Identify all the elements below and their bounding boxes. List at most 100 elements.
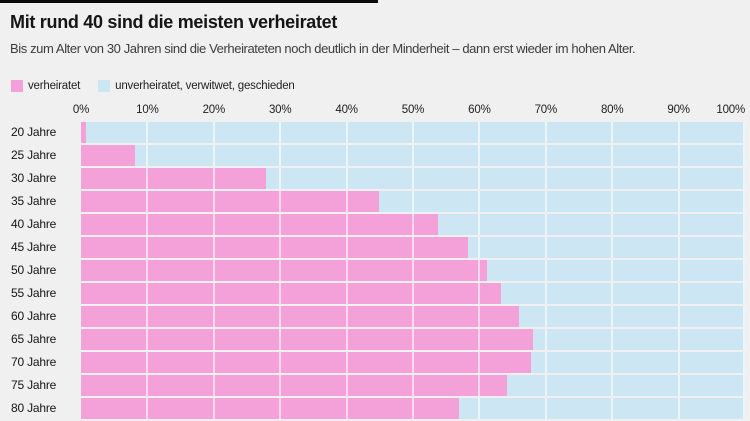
bar-row: 65 Jahre [0, 329, 750, 350]
gridline [544, 122, 547, 143]
page-title: Mit rund 40 sind die meisten verheiratet [10, 12, 338, 32]
gridline [412, 168, 414, 189]
bar-fill-married [81, 283, 501, 304]
gridline [478, 214, 481, 235]
gridline [146, 145, 149, 166]
gridline [544, 398, 547, 419]
gridline [544, 237, 547, 258]
gridline [743, 352, 745, 373]
gridline [478, 237, 481, 258]
gridline [544, 145, 547, 166]
gridline [677, 398, 680, 419]
gridline [611, 214, 614, 235]
bar-track-unmarried [81, 352, 745, 373]
x-axis-tick: 100% [716, 104, 745, 116]
x-axis-tick: 30% [268, 104, 292, 116]
gridline [611, 145, 614, 166]
category-label: 45 Jahre [11, 240, 57, 254]
x-axis-tick: 60% [468, 104, 491, 116]
category-label: 30 Jahre [11, 171, 57, 185]
bar-rows: 20 Jahre 25 Jahre 30 Jahre 35 Jahre 40 Jahre… [0, 122, 750, 419]
category-label: 55 Jahre [11, 286, 57, 300]
bar-fill-married [81, 329, 533, 350]
gridline [544, 375, 547, 396]
gridline [412, 122, 414, 143]
category-label: 20 Jahre [11, 125, 57, 139]
bar-fill-married [81, 168, 266, 189]
bar-row: 60 Jahre [0, 306, 750, 327]
gridline [743, 306, 745, 327]
category-label: 75 Jahre [11, 378, 57, 392]
gridline [611, 283, 614, 304]
legend: verheiratet unverheiratet, verwitwet, ge… [11, 80, 740, 92]
bar-fill-married [81, 398, 460, 419]
chart-header: Mit rund 40 sind die meisten verheiratet… [0, 3, 750, 57]
gridline [611, 398, 614, 419]
bar-fill-married [81, 237, 469, 258]
legend-item-unmarried: unverheiratet, verwitwet, geschieden [98, 80, 295, 92]
gridline [677, 191, 680, 212]
gridline [611, 237, 614, 258]
gridline [743, 375, 745, 396]
x-axis-tick: 0% [72, 104, 90, 116]
x-axis-tick: 70% [534, 104, 558, 116]
gridline [611, 375, 614, 396]
gridline [279, 168, 282, 189]
category-label: 65 Jahre [11, 332, 57, 346]
gridline [677, 237, 680, 258]
gridline [677, 122, 680, 143]
bar-fill-married [81, 145, 135, 166]
gridline [345, 122, 348, 143]
gridline [345, 145, 348, 166]
bar-row: 80 Jahre [0, 398, 750, 419]
bar-track-unmarried [81, 329, 745, 350]
gridline [544, 306, 547, 327]
gridline [146, 122, 149, 143]
category-label: 35 Jahre [11, 194, 57, 208]
category-label: 25 Jahre [11, 148, 57, 162]
bar-fill-married [81, 260, 488, 281]
gridline [412, 145, 414, 166]
gridline [279, 145, 282, 166]
category-label: 60 Jahre [11, 309, 57, 323]
gridline [478, 122, 481, 143]
gridline [478, 191, 481, 212]
gridline [677, 260, 680, 281]
x-axis-tick: 10% [136, 104, 159, 116]
gridline [212, 122, 215, 143]
bar-row: 45 Jahre [0, 237, 750, 258]
gridline [677, 329, 680, 350]
x-axis: 0% 10% 20% 30% 40% 50% 60% 70% 80% 90% 100% [73, 103, 745, 118]
bar-fill-married [81, 214, 439, 235]
gridline [611, 306, 614, 327]
x-axis-tick: 80% [600, 104, 624, 116]
legend-item-married: verheiratet [11, 80, 80, 92]
bar-fill-married [81, 352, 531, 373]
bar-row: 75 Jahre [0, 375, 750, 396]
gridline [677, 375, 680, 396]
bar-fill-married [81, 375, 508, 396]
gridline [478, 168, 481, 189]
bar-track-unmarried [81, 145, 745, 166]
gridline [743, 329, 745, 350]
gridline [345, 168, 348, 189]
gridline [677, 306, 680, 327]
gridline [412, 191, 414, 212]
gridline [611, 168, 614, 189]
category-label: 50 Jahre [11, 263, 57, 277]
category-label: 40 Jahre [11, 217, 57, 231]
gridline [611, 352, 614, 373]
bar-track-unmarried [81, 260, 745, 281]
gridline [544, 191, 547, 212]
gridline [677, 352, 680, 373]
gridline [743, 260, 745, 281]
gridline [544, 283, 547, 304]
gridline [677, 283, 680, 304]
bar-fill-married [81, 122, 87, 143]
x-axis-tick: 40% [335, 104, 358, 116]
page-subtitle: Bis zum Alter von 30 Jahren sind die Ver… [10, 41, 636, 56]
bar-row: 25 Jahre [0, 145, 750, 166]
gridline [743, 283, 745, 304]
top-accent-bar [0, 0, 378, 3]
